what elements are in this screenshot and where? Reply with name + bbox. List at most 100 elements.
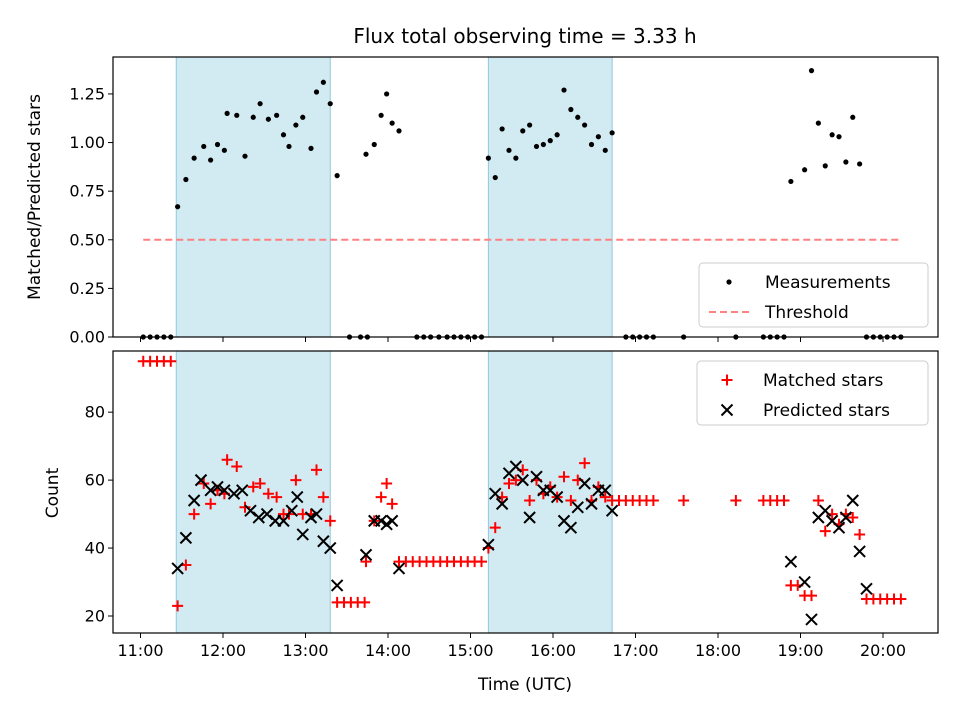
- matched-star-point: [854, 528, 866, 540]
- legend-marker-x: [720, 403, 734, 417]
- predicted-star-point: [330, 579, 344, 592]
- top-y-axis-label: Matched/Predicted stars: [25, 94, 45, 300]
- matched-star-point: [221, 454, 233, 466]
- predicted-star-point: [324, 541, 337, 555]
- predicted-star-point: [310, 507, 323, 521]
- top-measurement-point: [286, 143, 292, 150]
- matched-star-point: [806, 590, 817, 602]
- top-measurement-point: [221, 147, 227, 153]
- predicted-star-point: [392, 562, 406, 575]
- top-measurement-point: [378, 112, 384, 118]
- x-tick-label: 15:00: [447, 641, 493, 660]
- matched-star-point: [386, 498, 398, 510]
- top-y-tick-label: 1.25: [69, 84, 105, 103]
- top-measurement-point: [313, 89, 320, 95]
- predicted-star-point: [523, 511, 536, 524]
- matched-star-point: [262, 488, 274, 500]
- legend-label: Threshold: [764, 303, 849, 323]
- predicted-star-point: [839, 511, 853, 524]
- top-measurement-point: [320, 79, 326, 85]
- top-measurement-point: [371, 141, 377, 148]
- predicted-star-point: [784, 555, 798, 568]
- top-measurement-point: [533, 143, 540, 150]
- matched-star-point: [895, 593, 907, 605]
- matched-star-point: [375, 491, 387, 503]
- top-measurement-point: [506, 147, 512, 153]
- legend-marker-plus: [721, 374, 733, 386]
- top-measurement-point: [802, 167, 808, 173]
- matched-star-point: [317, 491, 329, 503]
- bottom-y-tick-label: 60: [85, 471, 105, 490]
- top-measurement-point: [575, 114, 581, 120]
- predicted-star-point: [304, 511, 318, 524]
- top-measurement-point: [334, 173, 340, 179]
- predicted-star-point: [374, 514, 388, 528]
- predicted-star-point: [495, 497, 509, 511]
- predicted-star-point: [277, 514, 290, 528]
- predicted-star-point: [179, 531, 193, 545]
- top-measurement-point: [250, 114, 256, 120]
- chart-title: Flux total observing time = 3.33 h: [353, 24, 696, 48]
- predicted-star-point: [832, 521, 846, 534]
- matched-star-point: [565, 494, 577, 506]
- x-tick-label: 13:00: [282, 641, 328, 660]
- matched-star-point: [812, 494, 824, 506]
- top-measurement-point: [183, 176, 189, 183]
- predicted-star-point: [819, 504, 832, 517]
- matched-star-point: [381, 478, 393, 490]
- top-measurement-point: [527, 122, 533, 128]
- top-measurement-point: [293, 122, 299, 128]
- top-measurement-point: [857, 161, 863, 167]
- x-tick-label: 16:00: [530, 641, 576, 660]
- top-measurement-point: [214, 141, 221, 148]
- predicted-star-point: [509, 460, 523, 473]
- top-measurement-point: [540, 141, 546, 148]
- x-axis-label: Time (UTC): [477, 675, 572, 695]
- top-plot-frame: [112, 56, 939, 338]
- predicted-star-point: [482, 538, 495, 551]
- top-measurement-point: [554, 132, 560, 138]
- matched-star-point: [247, 481, 259, 493]
- top-y-tick-label: 0.00: [69, 328, 105, 347]
- top-measurement-point: [485, 155, 491, 161]
- matched-star-point: [239, 501, 251, 513]
- top-measurement-point: [499, 126, 505, 132]
- matched-star-point: [489, 522, 501, 534]
- top-legend-box: [698, 262, 929, 328]
- predicted-star-point: [194, 473, 208, 487]
- predicted-star-point: [798, 575, 811, 589]
- predicted-star-point: [846, 494, 859, 507]
- bottom-y-axis-label: Count: [43, 467, 63, 518]
- matched-star-point: [847, 511, 859, 523]
- top-measurement-point: [520, 128, 526, 134]
- top-measurement-point: [224, 110, 230, 116]
- top-measurement-point: [609, 130, 615, 136]
- matched-star-point: [510, 474, 522, 486]
- predicted-star-point: [571, 501, 584, 514]
- legend-marker-dot: [726, 279, 732, 285]
- matched-star-point: [165, 355, 177, 367]
- top-measurement-point: [396, 128, 402, 134]
- matched-star-point: [678, 494, 690, 506]
- top-measurement-point: [850, 114, 856, 120]
- top-measurement-point: [561, 87, 567, 93]
- matched-star-point: [599, 491, 611, 503]
- top-measurement-point: [588, 141, 595, 148]
- matched-star-point: [558, 471, 570, 483]
- matched-star-point: [360, 556, 372, 568]
- predicted-star-point: [585, 497, 598, 511]
- x-tick-label: 19:00: [777, 641, 823, 660]
- top-y-tick-label: 0.50: [69, 230, 105, 249]
- predicted-star-point: [291, 490, 304, 504]
- top-measurement-point: [808, 68, 815, 74]
- matched-star-point: [730, 494, 742, 506]
- predicted-star-point: [853, 545, 866, 558]
- matched-star-point: [188, 508, 200, 520]
- top-measurement-point: [327, 101, 333, 107]
- predicted-star-point: [860, 582, 873, 596]
- top-measurement-point: [308, 145, 314, 151]
- matched-star-point: [647, 494, 659, 506]
- x-tick-label: 20:00: [860, 641, 906, 660]
- legend-label: Matched stars: [763, 371, 883, 391]
- top-measurement-point: [843, 159, 849, 165]
